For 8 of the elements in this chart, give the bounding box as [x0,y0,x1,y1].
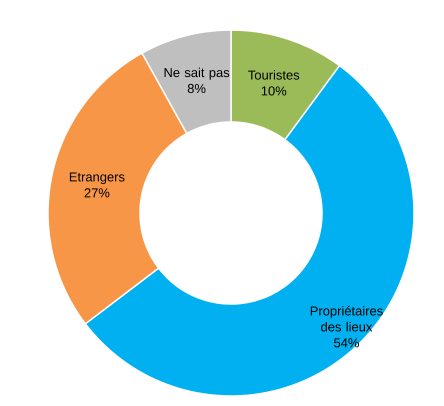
slice-label: Ne sait pas [164,68,230,80]
data-label: 10% [262,86,286,96]
data-label: 8% [188,84,206,94]
slice-label: Touristes [248,70,300,80]
slice-label: Etrangers [70,172,125,184]
data-label: 54% [334,338,359,348]
slice-label: Propriétaires des lieux [310,306,383,332]
data-label: 27% [84,188,110,198]
